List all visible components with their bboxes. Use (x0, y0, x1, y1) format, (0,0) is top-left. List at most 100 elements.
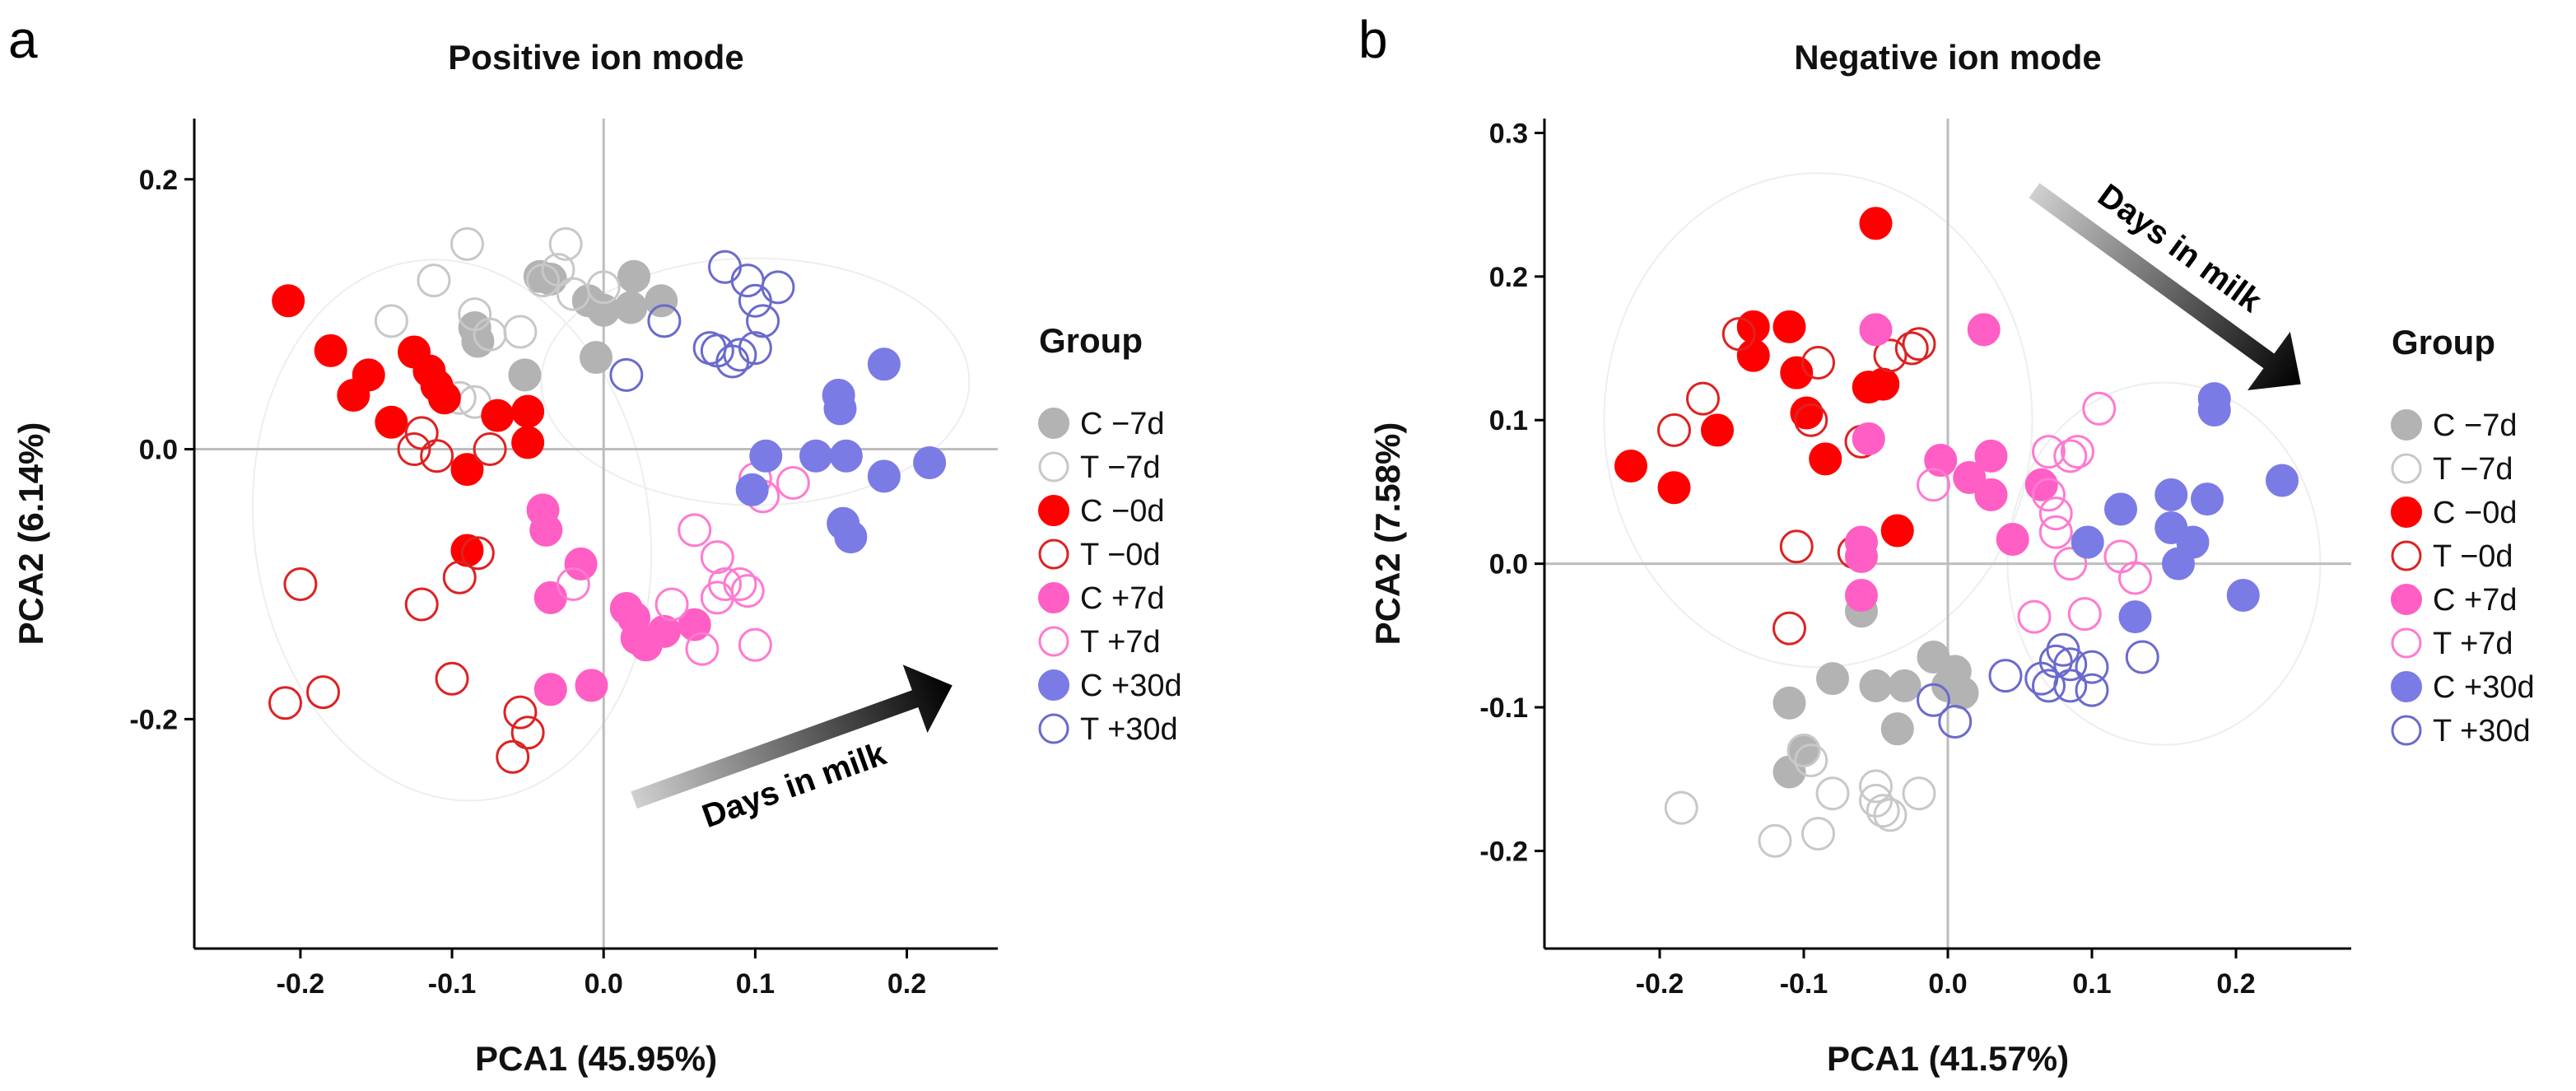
arrow-shape (631, 664, 953, 809)
data-point (503, 315, 538, 349)
data-point (746, 304, 780, 338)
data-point (823, 392, 857, 426)
data-point (1758, 823, 1792, 858)
data-point (442, 560, 477, 594)
data-point (529, 513, 563, 547)
x-tick-label: -0.1 (1780, 968, 1828, 1000)
legend-key (2391, 453, 2422, 484)
data-point (526, 263, 561, 298)
data-point (1859, 313, 1893, 347)
data-point (617, 259, 651, 293)
data-point (417, 263, 451, 298)
data-point (1974, 478, 2008, 511)
data-point (2061, 435, 2094, 469)
data-point (1888, 669, 1922, 702)
data-point (481, 399, 515, 432)
data-point (738, 331, 772, 366)
data-point (575, 669, 608, 702)
data-point (776, 466, 810, 501)
x-tick-label: -0.2 (1636, 968, 1684, 1000)
data-point (1772, 686, 1806, 720)
data-point (2067, 597, 2102, 632)
legend-key (2391, 540, 2422, 571)
data-point (2118, 561, 2152, 595)
legend-label: C +30d (1080, 669, 1182, 703)
data-point (533, 673, 567, 706)
legend-key (1038, 669, 1069, 701)
data-point (1945, 676, 1979, 710)
y-tick-label: 0.2 (139, 165, 178, 196)
panel-a: a Positive ion mode -0.2 -0.1 0.0 0.1 0.2 -0.2 0… (8, 10, 1182, 1078)
data-point (1894, 331, 1929, 366)
days-in-milk-arrow: Days in milk (631, 664, 953, 835)
data-point (397, 432, 431, 467)
data-point (1779, 529, 1814, 564)
data-point (1873, 338, 1908, 373)
y-tick-label: -0.2 (1479, 836, 1528, 867)
y-tick-label: 0.3 (1489, 118, 1528, 149)
y-axis-title: PCA2 (6.14%) (12, 422, 50, 646)
x-tick-label: 0.0 (1928, 968, 1967, 1000)
data-point (1816, 662, 1849, 696)
x-axis-title: PCA1 (45.95%) (475, 1039, 717, 1078)
legend-key (1038, 495, 1069, 526)
data-point (1815, 776, 1850, 811)
data-point (2082, 391, 2117, 426)
data-point (1657, 471, 1691, 505)
panel-letter: b (1358, 10, 1388, 69)
data-point (374, 304, 408, 338)
y-tick-label: 0.0 (1489, 549, 1528, 580)
data-point (1801, 345, 1835, 380)
legend-label: T −7d (2433, 452, 2513, 487)
data-point (2038, 497, 2073, 531)
data-point (1701, 413, 1734, 447)
x-tick-label: 0.1 (2072, 968, 2111, 1000)
x-tick-label: 0.1 (736, 968, 775, 1000)
legend-label: C +7d (1080, 581, 1164, 616)
chart-title: Negative ion mode (1794, 38, 2101, 77)
data-point (2038, 515, 2073, 549)
ellipse-outline (251, 259, 653, 802)
legend-key (1038, 408, 1069, 439)
data-point (723, 566, 757, 601)
data-point (1859, 669, 1893, 702)
data-point (1772, 611, 1806, 646)
data-point (654, 587, 689, 622)
legend-key (2391, 627, 2422, 659)
data-point (761, 270, 795, 305)
data-point (678, 513, 712, 548)
data-point (2053, 439, 2088, 473)
y-tick-label: 0.1 (1489, 405, 1528, 436)
legend-key (1038, 539, 1069, 570)
data-point (404, 587, 439, 622)
data-point (427, 381, 461, 415)
arrow-shape (2029, 183, 2301, 390)
data-point (1801, 816, 1835, 851)
legend-label: T +7d (1080, 625, 1161, 660)
data-point (1786, 733, 1821, 767)
data-point (749, 439, 783, 473)
data-point (2266, 464, 2299, 497)
data-point (1845, 539, 1878, 573)
data-point (1873, 798, 1908, 832)
data-point (2191, 483, 2224, 516)
data-point (508, 358, 542, 392)
data-point (460, 536, 495, 571)
data-point (272, 284, 305, 318)
data-point (1664, 790, 1698, 825)
y-tick-label: -0.2 (129, 704, 178, 735)
data-point (1938, 704, 1973, 739)
legend-label: T −0d (1080, 538, 1161, 572)
data-point (1772, 310, 1806, 343)
data-point (1686, 381, 1720, 416)
data-point (2226, 578, 2260, 612)
data-point (1996, 522, 2029, 556)
data-point (2053, 669, 2088, 703)
data-points (1614, 207, 2299, 858)
data-point (1917, 683, 1950, 717)
data-point (580, 341, 613, 375)
data-point (511, 426, 545, 459)
data-point (435, 661, 469, 696)
data-point (1880, 712, 1914, 746)
data-point (1866, 794, 1900, 828)
